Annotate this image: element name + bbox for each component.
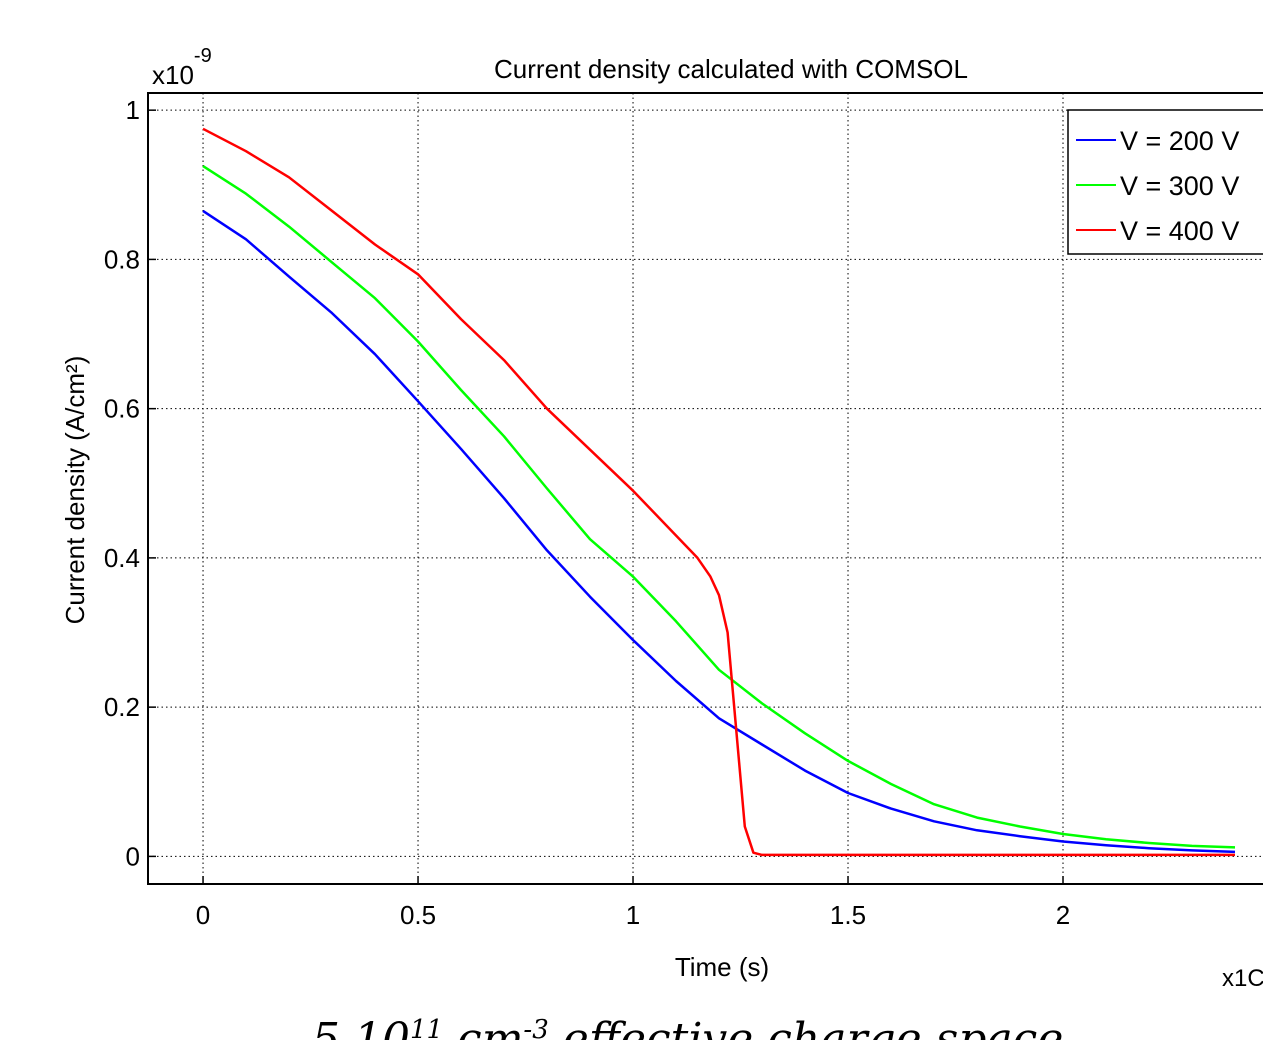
y-tick-label: 0.8 [104, 244, 140, 274]
y-tick-label: 0.2 [104, 692, 140, 722]
legend-label: V = 200 V [1120, 126, 1239, 156]
chart-title: Current density calculated with COMSOL [494, 54, 968, 84]
x-axis-label: Time (s) [675, 952, 769, 982]
series-lines [202, 127, 1236, 857]
x-axis-ticks: 00.511.522 [196, 876, 1070, 930]
caption: 5.1011 cm-3 effective charge space [312, 1014, 1063, 1040]
x-tick-label: 0.5 [400, 900, 436, 930]
x-tick-label: 0 [196, 900, 210, 930]
y-tick-label: 0.6 [104, 394, 140, 424]
legend-label: V = 300 V [1120, 171, 1239, 201]
x-tick-label: 1.5 [830, 900, 866, 930]
series-line-2 [202, 165, 1236, 849]
y-axis-label: Current density (A/cm²) [60, 356, 90, 625]
x-tick-label: 2 [1056, 900, 1070, 930]
legend-label: V = 400 V [1120, 216, 1239, 246]
series-line-3 [202, 127, 1235, 857]
y-tick-label: 0.4 [104, 543, 140, 573]
y-axis-ticks: 0 0.2 0.4 0.6 0.8 1 [104, 95, 156, 871]
y-exponent-label: x10-9 [152, 45, 212, 90]
series-line-1 [202, 209, 1236, 854]
y-tick-label: 1 [126, 95, 140, 125]
x-tick-label: 1 [626, 900, 640, 930]
legend: V = 200 V V = 300 V V = 400 V [1067, 109, 1263, 255]
y-tick-label: 0 [126, 841, 140, 871]
x-exponent-label: x1C [1222, 965, 1263, 992]
plot-area-border [147, 92, 1263, 885]
